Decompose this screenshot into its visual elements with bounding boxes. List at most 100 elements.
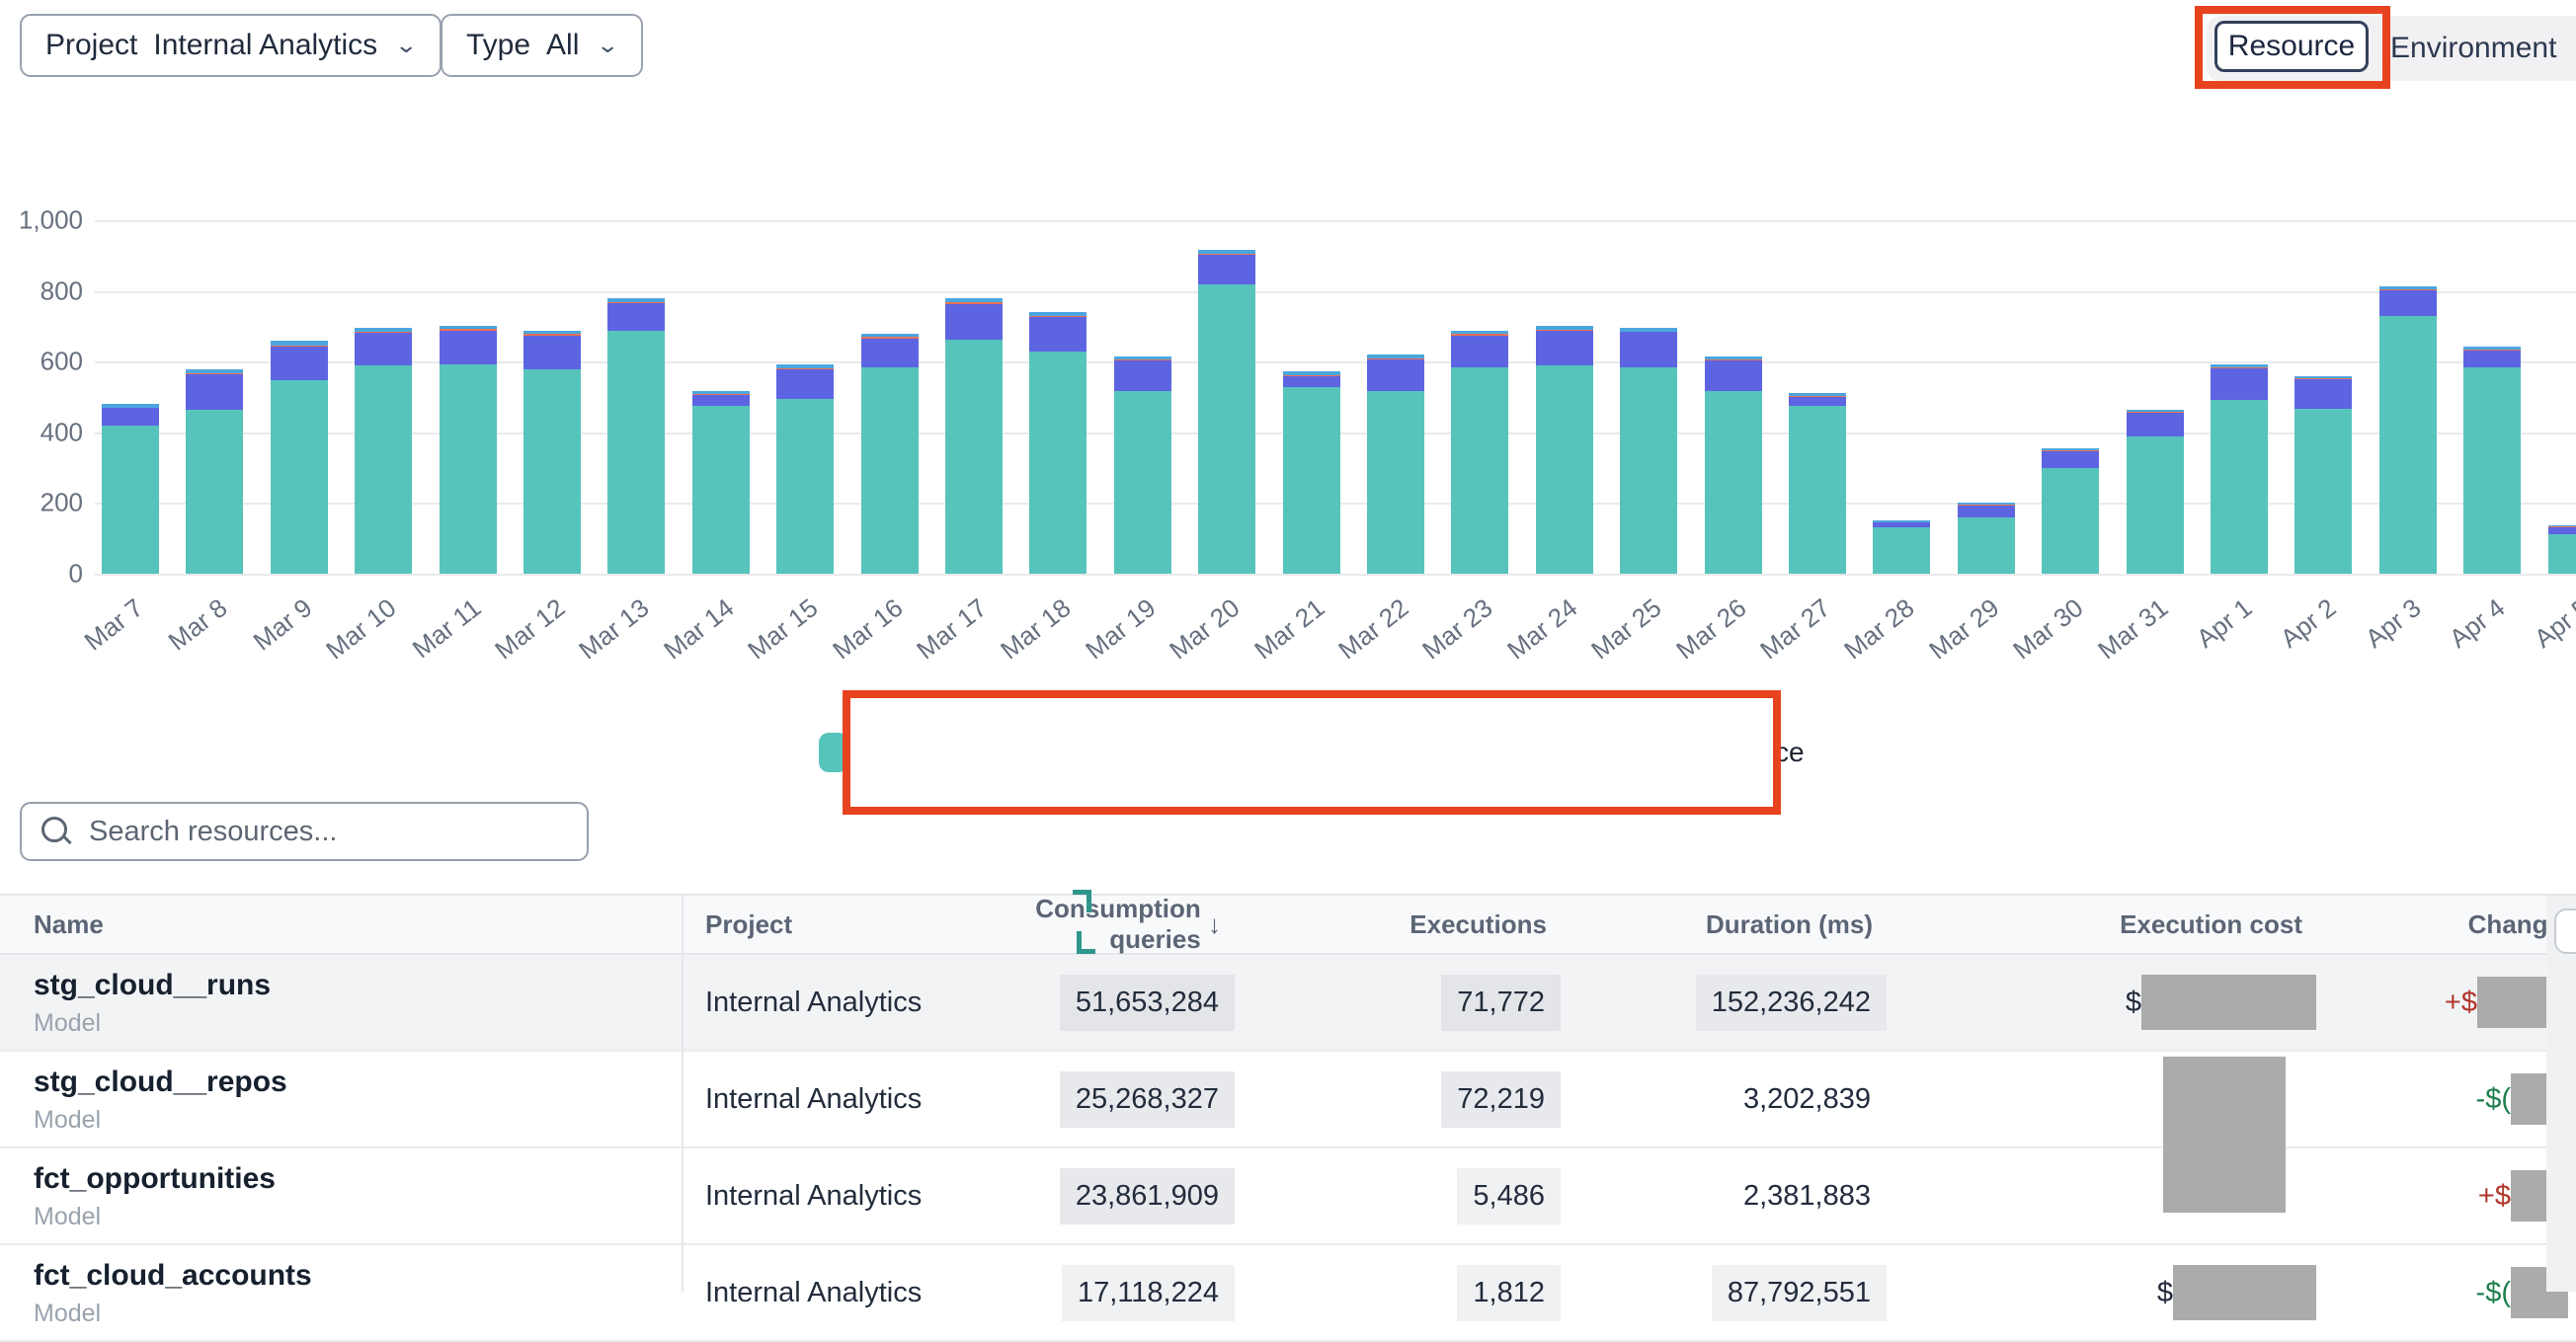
col-header-executions[interactable]: Executions (1409, 908, 1547, 939)
resource-name[interactable]: fct_cloud_accounts (34, 1258, 312, 1292)
bar-segment-test (2126, 413, 2184, 437)
bar-segment-snapshot (1451, 330, 1509, 335)
cell-executions: 1,812 (1457, 1264, 1561, 1321)
bar-mar-30[interactable] (2042, 447, 2100, 574)
bar-segment-test (1113, 360, 1171, 391)
bar-mar-28[interactable] (1873, 520, 1931, 574)
bar-mar-18[interactable] (1029, 312, 1087, 574)
search-input[interactable]: Search resources... (20, 802, 589, 861)
col-header-project[interactable]: Project (705, 908, 793, 939)
bar-mar-20[interactable] (1198, 249, 1256, 574)
bar-mar-16[interactable] (860, 333, 919, 574)
resource-name[interactable]: stg_cloud__repos (34, 1065, 287, 1098)
bar-mar-13[interactable] (607, 298, 666, 574)
bar-segment-test (776, 369, 835, 400)
cell-duration: 152,236,242 (1695, 974, 1887, 1031)
search-placeholder: Search resources... (89, 815, 338, 847)
bar-segment-snapshot (691, 390, 750, 395)
view-toggle-environment[interactable]: Environment (2390, 32, 2557, 64)
view-toggle-resource[interactable]: Resource (2214, 21, 2369, 72)
bar-mar-9[interactable] (270, 341, 328, 574)
gridline (95, 290, 2576, 293)
bar-segment-test (523, 335, 581, 370)
cell-consumption-queries: 25,268,327 (1059, 1070, 1235, 1128)
type-filter-dropdown[interactable]: Type All ⌄ (441, 14, 643, 77)
stacked-bar-chart: 0 200 400 600 800 1,000 Mar 7 Mar 8 Mar 9 Mar 10 M… (0, 0, 2576, 665)
cell-consumption-queries: 23,861,909 (1059, 1167, 1235, 1224)
cell-project: Internal Analytics (705, 1179, 923, 1212)
table-scroll-strip[interactable] (2546, 896, 2576, 1292)
bar-apr-3[interactable] (2378, 286, 2437, 574)
table-row-fct_cloud_accounts[interactable]: fct_cloud_accounts Model Internal Analytic… (0, 1245, 2576, 1342)
bar-segment-operation (439, 329, 497, 331)
bar-segment-snapshot (2378, 286, 2437, 290)
bar-segment-model (2211, 399, 2268, 574)
table-row-stg_cloud__runs[interactable]: stg_cloud__runs Model Internal Analytics 51… (0, 955, 2576, 1052)
bar-segment-model (1789, 405, 1846, 574)
bar-mar-25[interactable] (1620, 328, 1678, 574)
bar-mar-21[interactable] (1282, 371, 1340, 574)
bar-segment-operation (1367, 357, 1424, 360)
gridline (95, 220, 2576, 222)
col-header-consumption[interactable]: Consumption queries ↓ (1035, 894, 1221, 954)
table-row-stg_cloud__repos[interactable]: stg_cloud__repos Model Internal Analytics 2… (0, 1052, 2576, 1148)
bar-segment-snapshot (186, 369, 244, 373)
text-cursor-annotation (1077, 931, 1095, 954)
bar-mar-7[interactable] (102, 404, 159, 574)
bar-segment-snapshot (1198, 249, 1256, 255)
redaction-box (2141, 975, 2316, 1030)
bar-mar-8[interactable] (186, 369, 244, 574)
bar-segment-operation (1873, 521, 1931, 523)
bar-segment-model (2547, 533, 2576, 574)
bar-segment-operation (270, 345, 328, 347)
bar-mar-10[interactable] (355, 328, 413, 574)
col-header-cost[interactable]: Execution cost (2120, 908, 2302, 939)
bar-mar-17[interactable] (945, 298, 1003, 574)
col-header-name[interactable]: Name (34, 908, 104, 939)
bar-mar-26[interactable] (1704, 355, 1762, 574)
bar-mar-15[interactable] (776, 364, 835, 574)
bar-segment-model (1535, 365, 1593, 574)
bar-mar-12[interactable] (523, 330, 581, 574)
bar-mar-22[interactable] (1367, 355, 1424, 574)
bar-segment-snapshot (860, 333, 919, 338)
bar-mar-27[interactable] (1789, 393, 1846, 574)
bar-mar-23[interactable] (1451, 330, 1509, 574)
bar-mar-24[interactable] (1535, 326, 1593, 574)
bar-segment-operation (1620, 331, 1678, 333)
project-filter-value: Internal Analytics (153, 29, 378, 61)
bar-mar-29[interactable] (1957, 503, 2015, 574)
chevron-down-icon: ⌄ (596, 33, 620, 57)
bar-segment-snapshot (2126, 409, 2184, 413)
resource-type: Model (34, 1203, 102, 1231)
bar-segment-test (1535, 331, 1593, 366)
bar-segment-model (1029, 352, 1087, 574)
col-header-change[interactable]: Change (2467, 908, 2562, 939)
bar-apr-2[interactable] (2294, 375, 2353, 574)
bar-segment-test (860, 338, 919, 368)
bar-segment-operation (1957, 504, 2015, 506)
bar-segment-snapshot (102, 404, 159, 408)
bar-segment-model (1957, 516, 2015, 574)
bar-segment-operation (1029, 315, 1087, 318)
bar-mar-31[interactable] (2126, 409, 2184, 574)
table-corner-pill[interactable] (2554, 908, 2576, 954)
bar-apr-5[interactable] (2547, 524, 2576, 574)
resource-name[interactable]: fct_opportunities (34, 1161, 276, 1195)
bar-segment-snapshot (607, 298, 666, 303)
cell-cost-prefix: $ (2125, 986, 2141, 1018)
bar-mar-11[interactable] (439, 325, 497, 574)
resource-name[interactable]: stg_cloud__runs (34, 968, 272, 1001)
project-filter-dropdown[interactable]: Project Internal Analytics ⌄ (20, 14, 442, 77)
bar-mar-14[interactable] (691, 390, 750, 574)
bar-segment-test (2211, 368, 2268, 400)
table-row-fct_opportunities[interactable]: fct_opportunities Model Internal Analytics… (0, 1148, 2576, 1245)
col-header-duration[interactable]: Duration (ms) (1706, 908, 1873, 939)
bar-mar-19[interactable] (1113, 355, 1171, 574)
cell-executions: 71,772 (1441, 974, 1561, 1031)
cell-duration: 3,202,839 (1742, 1082, 1871, 1115)
bar-apr-4[interactable] (2463, 347, 2522, 574)
bar-apr-1[interactable] (2211, 364, 2268, 574)
gridline (95, 361, 2576, 364)
bar-segment-test (102, 408, 159, 426)
